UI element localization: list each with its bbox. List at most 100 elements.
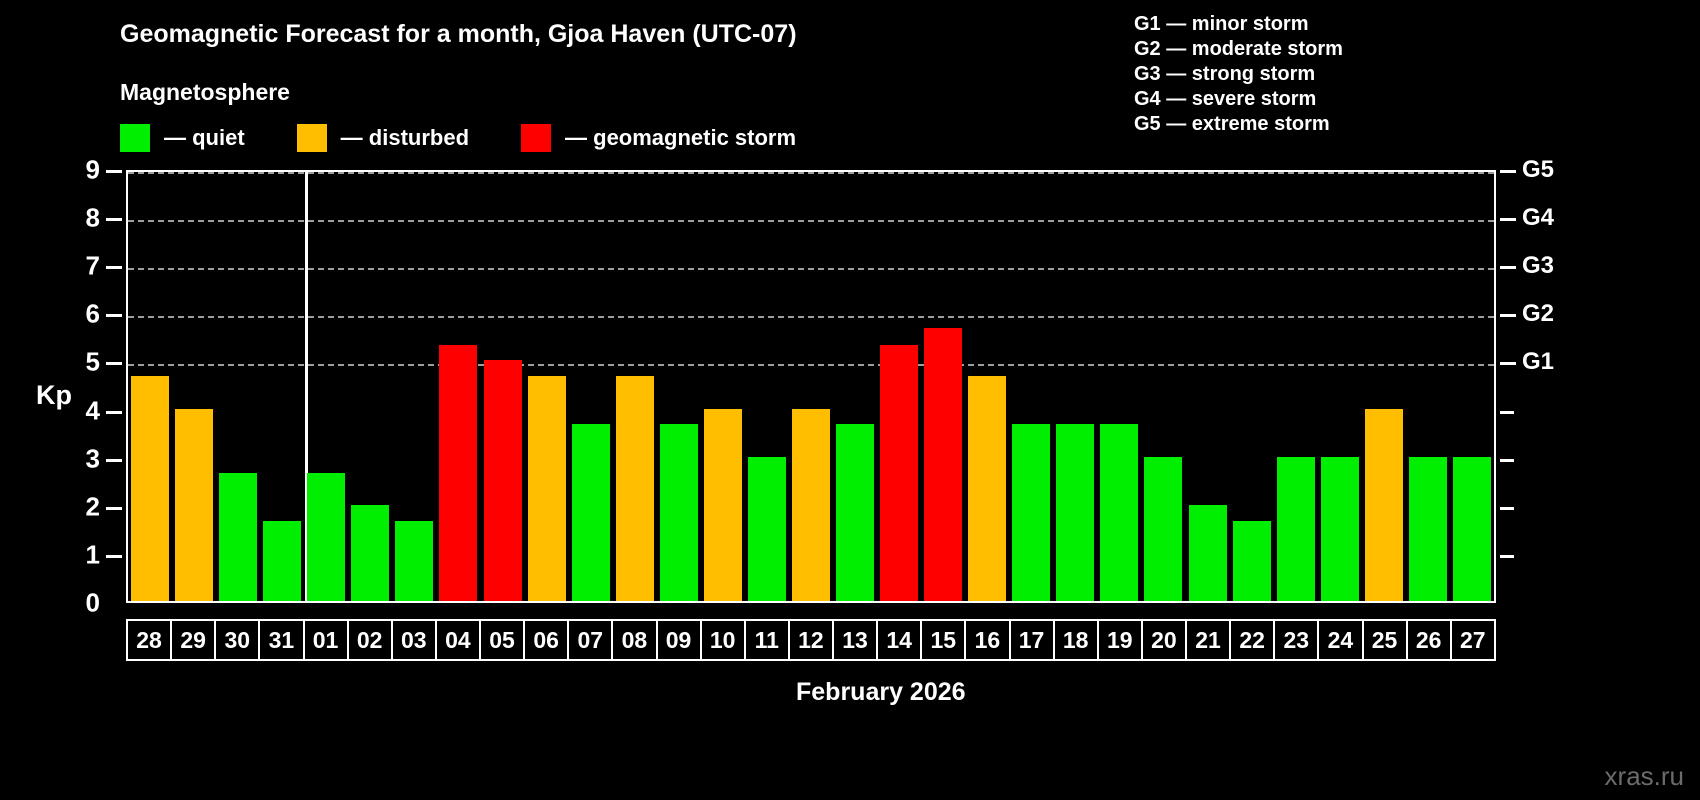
legend-label-storm: — geomagnetic storm: [565, 125, 797, 150]
date-label-12: 12: [787, 619, 834, 661]
bar-13: [836, 424, 875, 601]
bar-22: [1232, 520, 1271, 601]
bar-29: [175, 408, 214, 601]
bar-cell-09: [657, 172, 701, 601]
g-axis-minor-tick-kp-3: [1500, 458, 1514, 462]
y-axis: 9 8 7 6 5 4 3 2 1 0: [0, 155, 126, 618]
bar-07: [571, 424, 610, 601]
date-label-22: 22: [1229, 619, 1276, 661]
bar-17: [1012, 424, 1051, 601]
legend-swatch-quiet: [120, 124, 150, 152]
y-tick-mark-9: [106, 170, 122, 173]
page-title: Geomagnetic Forecast for a month, Gjoa H…: [120, 20, 797, 48]
g-axis-label-g3: G3: [1522, 252, 1555, 280]
bar-cell-07: [569, 172, 613, 601]
y-tick-mark-1: [106, 554, 122, 558]
bar-20: [1144, 456, 1183, 601]
bar-cell-26: [1406, 172, 1450, 601]
bar-cell-02: [348, 172, 392, 601]
bar-cell-17: [1009, 172, 1053, 601]
gridline-kp-5: [128, 364, 1494, 367]
bar-cell-06: [525, 172, 569, 601]
date-label-31: 31: [258, 619, 305, 661]
legend-item-quiet: — quiet: [120, 124, 297, 152]
gridline-kp-9: [128, 172, 1494, 174]
bar-21: [1188, 504, 1227, 601]
plot-area: [126, 170, 1496, 603]
date-label-29: 29: [170, 619, 217, 661]
date-label-02: 02: [346, 619, 393, 661]
g-axis-label-g2: G2: [1522, 300, 1555, 328]
y-tick-label-7: 7: [85, 250, 100, 281]
bar-cell-05: [481, 172, 525, 601]
date-label-11: 11: [743, 619, 790, 661]
date-label-01: 01: [302, 619, 349, 661]
date-label-23: 23: [1273, 619, 1320, 661]
bar-series: [128, 172, 1494, 601]
y-tick-mark-8: [106, 218, 122, 222]
bar-cell-21: [1186, 172, 1230, 601]
bar-26: [1408, 456, 1447, 601]
date-label-09: 09: [655, 619, 702, 661]
bar-cell-24: [1318, 172, 1362, 601]
bar-05: [483, 360, 522, 601]
bar-cell-11: [745, 172, 789, 601]
y-tick-label-9: 9: [85, 154, 100, 185]
date-axis: 28 29 30 31 01 02 03 04 05 06 07 08 09 10 11 12 13 14 15 16…: [126, 619, 1496, 661]
date-label-10: 10: [699, 619, 746, 661]
date-label-24: 24: [1317, 619, 1364, 661]
legend-item-disturbed: — disturbed: [296, 124, 521, 152]
bar-10: [703, 408, 742, 601]
y-tick-label-1: 1: [85, 539, 100, 570]
bar-cell-03: [392, 172, 436, 601]
date-label-20: 20: [1140, 619, 1187, 661]
y-tick-mark-3: [106, 458, 122, 462]
bar-cell-25: [1362, 172, 1406, 601]
legend-swatch-disturbed: [296, 124, 327, 152]
bar-11: [747, 456, 786, 601]
y-tick-label-2: 2: [85, 491, 100, 522]
g-scale-row-5: G5 — extreme storm: [1134, 113, 1330, 135]
g-axis-tick-g2: [1500, 314, 1516, 318]
g-axis-tick-g3: [1500, 266, 1516, 270]
month-label: February 2026: [796, 678, 966, 706]
g-axis-minor-tick-kp-1: [1500, 554, 1514, 558]
bar-cell-20: [1141, 172, 1185, 601]
bar-04: [439, 344, 478, 601]
bar-cell-04: [436, 172, 480, 601]
g-axis-minor-tick-kp-4: [1500, 410, 1514, 414]
y-tick-mark-7: [106, 266, 122, 270]
legend: — quiet — disturbed — geomagnetic storm: [120, 124, 848, 152]
y-tick-label-8: 8: [85, 202, 100, 233]
g-scale-row-4: G4 — severe storm: [1134, 88, 1317, 110]
legend-item-storm: — geomagnetic storm: [521, 124, 848, 152]
legend-swatch-storm: [521, 124, 552, 152]
gridline-kp-8: [128, 220, 1494, 223]
g-axis-tick-g4: [1500, 218, 1516, 222]
legend-label-disturbed: — disturbed: [340, 125, 470, 150]
today-separator-line: [304, 170, 308, 603]
right-g-axis: G5 G4 G3 G2 G1: [1496, 156, 1606, 603]
bar-23: [1276, 456, 1315, 601]
bar-cell-10: [701, 172, 745, 601]
date-label-04: 04: [434, 619, 481, 661]
section-label: Magnetosphere: [120, 79, 290, 105]
gridline-kp-6: [128, 316, 1494, 319]
g-scale-row-1: G1 — minor storm: [1134, 13, 1309, 35]
g-scale-legend: G1 — minor storm G2 — moderate storm G3 — …: [1134, 12, 1343, 137]
date-label-21: 21: [1185, 619, 1232, 661]
bar-cell-13: [833, 172, 877, 601]
bar-03: [395, 520, 434, 601]
bar-cell-08: [613, 172, 657, 601]
y-tick-label-6: 6: [85, 298, 100, 329]
date-label-14: 14: [876, 619, 923, 661]
bar-25: [1364, 408, 1403, 601]
bar-09: [659, 424, 698, 601]
bar-cell-12: [789, 172, 833, 601]
bar-14: [880, 344, 919, 601]
bar-cell-28: [128, 172, 172, 601]
y-tick-mark-2: [106, 506, 122, 510]
bar-cell-30: [216, 172, 260, 601]
bar-16: [968, 376, 1007, 601]
